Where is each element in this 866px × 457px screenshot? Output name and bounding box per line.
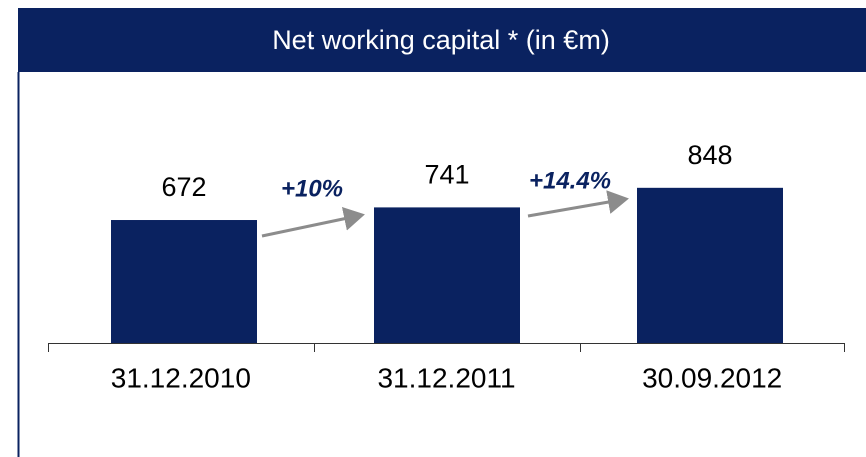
growth-arrow	[261, 206, 365, 238]
x-tick-label: 31.12.2010	[111, 362, 251, 393]
bar	[637, 187, 783, 343]
bar	[111, 220, 257, 343]
data-label: 741	[424, 160, 469, 190]
header-band	[18, 8, 866, 72]
bar	[374, 207, 520, 343]
growth-annotation: +10%	[281, 175, 343, 202]
data-label: 848	[687, 140, 732, 170]
chart-title: Net working capital * (in €m)	[272, 25, 610, 55]
growth-annotation: +14.4%	[529, 167, 611, 194]
x-tick-label: 30.09.2012	[642, 362, 782, 393]
data-label: 672	[161, 172, 206, 202]
x-tick-label: 31.12.2011	[377, 362, 515, 393]
growth-arrow	[527, 190, 629, 218]
